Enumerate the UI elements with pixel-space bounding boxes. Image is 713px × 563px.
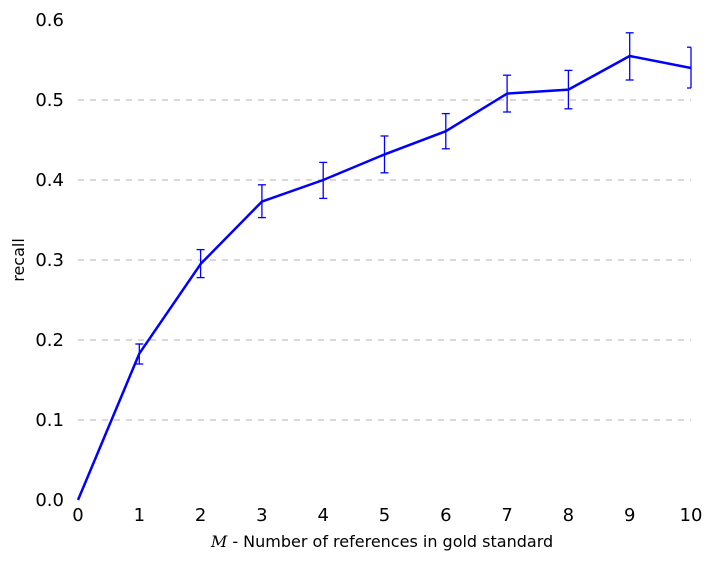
x-tick-label: 10 [680,505,703,526]
x-tick-label: 1 [134,505,145,526]
y-tick-label: 0.3 [35,250,64,271]
x-tick-label: 9 [624,505,635,526]
x-axis-label-text: - Number of references in gold standard [227,532,553,551]
y-tick-label: 0.6 [35,10,64,31]
x-tick-label: 5 [379,505,390,526]
y-tick-label: 0.2 [35,330,64,351]
x-tick-label: 3 [256,505,267,526]
x-axis-label: M - Number of references in gold standar… [210,532,553,551]
error-bars [135,32,692,365]
y-tick-label: 0.0 [35,490,64,511]
y-tick-label: 0.1 [35,410,64,431]
x-tick-label: 6 [440,505,451,526]
x-tick-labels: 0 1 2 3 4 5 6 7 8 9 10 [72,505,702,526]
y-tick-label: 0.4 [35,170,64,191]
recall-series-line [76,54,692,501]
x-tick-label: 2 [195,505,206,526]
x-tick-label: 7 [501,505,512,526]
x-tick-label: 4 [317,505,328,526]
y-axis-label: recall [9,238,28,282]
x-tick-label: 8 [563,505,574,526]
y-tick-label: 0.5 [35,90,64,111]
y-tick-labels: 0.0 0.1 0.2 0.3 0.4 0.5 0.6 [35,10,64,511]
x-axis-label-variable: M [210,532,228,551]
x-tick-label: 0 [72,505,83,526]
